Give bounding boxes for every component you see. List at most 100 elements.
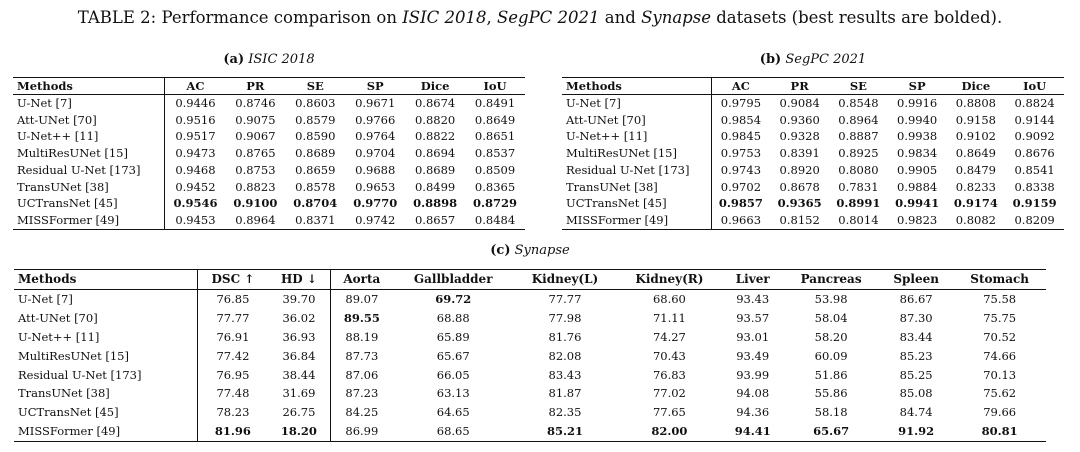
column-header: Dice <box>420 79 450 93</box>
method-cell: MultiResUNet [15] <box>14 346 198 366</box>
method-cell: U-Net [7] <box>14 289 198 309</box>
method-cell: U-Net [7] <box>562 94 712 112</box>
table-caption: TABLE 2: Performance comparison on ISIC … <box>0 8 1080 27</box>
value-cell: 93.57 <box>736 310 770 325</box>
method-cell: Att-UNet [70] <box>14 308 198 328</box>
table-row: MISSFormer [49] 81.96 18.20 86.99 68.65 85.21… <box>14 422 1046 442</box>
method-cell: MISSFormer [49] <box>14 422 198 442</box>
table-row: U-Net++ [11] 0.9845 0.9328 0.8887 0.9938 0.91… <box>562 128 1064 146</box>
value-cell: 0.9084 <box>779 96 820 110</box>
value-cell: 31.69 <box>268 384 331 404</box>
value-cell: 0.9473 <box>175 146 216 161</box>
subcaption-b-label: (b) <box>759 52 782 67</box>
synapse-table: Methods DSC ↑ HD ↓ Aorta Gallbladder Kidney(L… <box>14 269 1046 442</box>
value-cell: 39.70 <box>268 289 331 309</box>
value-cell: 0.9743 <box>720 162 762 177</box>
column-header: SE <box>306 79 324 93</box>
value-cell: 0.8964 <box>838 112 879 127</box>
value-cell: 0.9704 <box>355 146 396 161</box>
subcaption-c: (c) Synapse <box>14 243 1046 258</box>
header-row: Methods AC PR SE SP Dice IoU <box>562 77 1064 95</box>
value-cell: 77.77 <box>216 310 250 325</box>
method-cell: Residual U-Net [173] <box>14 365 198 385</box>
value-cell: 0.8484 <box>474 212 516 227</box>
value-cell: 0.8689 <box>295 146 336 161</box>
value-cell: 0.9688 <box>355 162 396 177</box>
caption-sep-1: , <box>486 8 497 27</box>
value-cell: 0.8080 <box>838 162 879 177</box>
value-cell: 0.8603 <box>295 96 336 110</box>
method-cell: Att-UNet [70] <box>562 111 712 129</box>
value-cell: 84.74 <box>899 405 933 420</box>
value-cell: 0.9905 <box>897 162 938 177</box>
header-row: Methods DSC ↑ HD ↓ Aorta Gallbladder Kidney(L… <box>14 269 1046 290</box>
table-row: MISSFormer [49] 0.9453 0.8964 0.8371 0.9742 0… <box>13 211 525 230</box>
value-cell: 0.9446 <box>175 96 216 110</box>
value-cell: 0.8822 <box>414 129 456 144</box>
value-cell: 75.62 <box>983 386 1017 401</box>
value-cell: 0.8820 <box>414 112 456 127</box>
value-cell: 0.9884 <box>897 179 938 194</box>
value-cell: 36.84 <box>268 346 331 366</box>
value-cell: 0.8678 <box>779 179 820 194</box>
value-cell: 89.07 <box>345 291 379 306</box>
value-cell: 58.18 <box>814 405 848 420</box>
value-cell: 0.8014 <box>838 212 879 227</box>
value-cell: 89.55 <box>343 310 380 325</box>
caption-dataset-2: SegPC 2021 <box>496 8 600 27</box>
caption-suffix: datasets (best results are bolded). <box>710 8 1003 27</box>
value-cell: 0.9328 <box>779 129 820 144</box>
value-cell: 0.9916 <box>897 96 938 110</box>
value-cell: 80.81 <box>981 424 1018 439</box>
value-cell: 0.8649 <box>955 146 996 161</box>
caption-dataset-3: Synapse <box>641 8 711 27</box>
column-header: AC <box>731 79 750 93</box>
value-cell: 0.9854 <box>720 112 762 127</box>
value-cell: 94.41 <box>734 424 771 439</box>
value-cell: 0.8579 <box>295 112 336 127</box>
table-row: MultiResUNet [15] 0.9473 0.8765 0.8689 0.970… <box>13 145 525 162</box>
value-cell: 93.49 <box>736 348 770 363</box>
value-cell: 66.05 <box>436 367 470 382</box>
value-cell: 77.48 <box>216 386 250 401</box>
subcaption-a-dataset: ISIC 2018 <box>248 52 315 67</box>
table-row: U-Net [7] 0.9446 0.8746 0.8603 0.9671 0.8674 0… <box>13 94 525 112</box>
value-cell: 0.9546 <box>173 196 218 211</box>
method-cell: MultiResUNet [15] <box>13 145 166 162</box>
value-cell: 85.23 <box>899 348 933 363</box>
value-cell: 58.04 <box>814 310 848 325</box>
value-cell: 82.08 <box>548 348 582 363</box>
subcaption-a-label: (a) <box>223 52 245 67</box>
value-cell: 0.8578 <box>295 179 336 194</box>
value-cell: 64.65 <box>436 405 470 420</box>
method-cell: U-Net [7] <box>13 94 166 112</box>
value-cell: 83.43 <box>548 367 582 382</box>
method-cell: Residual U-Net [173] <box>13 161 166 179</box>
value-cell: 0.9834 <box>897 146 938 161</box>
value-cell: 74.27 <box>652 329 686 344</box>
column-header: AC <box>186 79 205 93</box>
value-cell: 0.9770 <box>353 196 398 211</box>
value-cell: 86.67 <box>899 291 933 306</box>
value-cell: 0.9365 <box>777 196 822 211</box>
value-cell: 0.9941 <box>895 196 940 211</box>
value-cell: 70.13 <box>983 367 1017 382</box>
value-cell: 0.9174 <box>953 196 998 211</box>
value-cell: 70.52 <box>983 329 1017 344</box>
value-cell: 0.8689 <box>414 162 456 177</box>
value-cell: 0.8548 <box>838 96 879 110</box>
value-cell: 0.8753 <box>235 162 276 177</box>
value-cell: 75.58 <box>983 291 1017 306</box>
value-cell: 0.8887 <box>838 129 879 144</box>
value-cell: 85.21 <box>546 424 583 439</box>
value-cell: 77.98 <box>548 310 582 325</box>
method-cell: TransUNet [38] <box>562 178 712 196</box>
value-cell: 0.8499 <box>414 179 456 194</box>
column-header: Methods <box>13 77 166 95</box>
value-cell: 75.75 <box>983 310 1017 325</box>
value-cell: 0.9092 <box>1014 129 1055 144</box>
value-cell: 65.67 <box>436 348 470 363</box>
value-cell: 0.9702 <box>720 179 762 194</box>
method-cell: U-Net++ [11] <box>562 128 712 146</box>
value-cell: 74.66 <box>983 348 1017 363</box>
